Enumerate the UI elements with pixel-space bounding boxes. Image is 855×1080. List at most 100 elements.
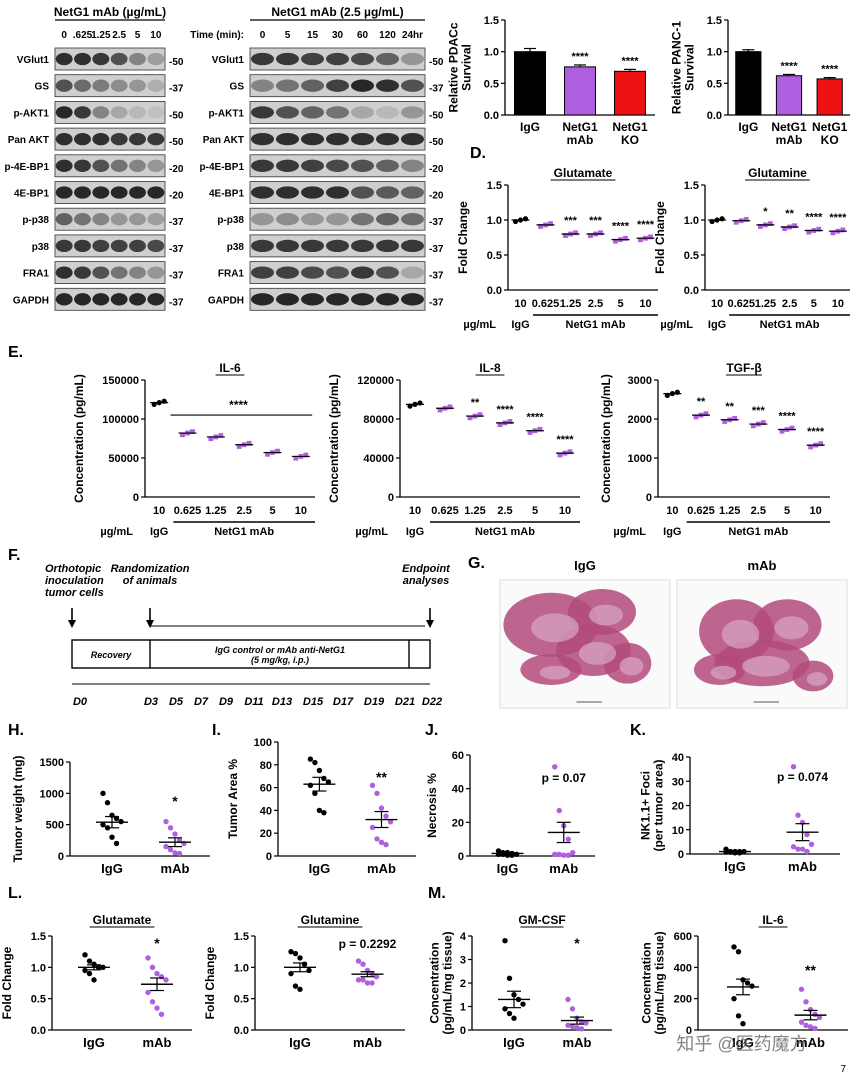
e_tgf-dose: 5 [784, 505, 790, 517]
timeline-treatment: IgG control or mAb anti-NetG1 (5 mg/kg, i… [215, 645, 345, 665]
l_glu-point [154, 1005, 160, 1011]
blot2-lane-label: 60 [357, 30, 369, 41]
timeline-top-label: Orthotopic inoculation tumor cells [45, 563, 104, 599]
d_gln-dose: 10 [711, 298, 723, 310]
m_gm-point [583, 1020, 589, 1026]
blot1-mw-label: -37 [169, 244, 184, 255]
blot2-band [301, 266, 324, 279]
m_gm-point [502, 1006, 508, 1012]
k-ytick-label: 30 [672, 776, 684, 788]
i-ytick-label: 20 [260, 828, 272, 840]
blot1-band [55, 239, 73, 253]
k-category: IgG [724, 859, 746, 874]
d_gln-point [792, 223, 797, 229]
k-panel-letter: K. [630, 722, 646, 739]
i-point [307, 782, 314, 789]
blot2-band [351, 79, 374, 92]
timeline-day: D0 [73, 696, 88, 708]
blot2-lane-label: 5 [285, 30, 291, 41]
m_gm-point [511, 1015, 517, 1021]
blot2-band [276, 186, 299, 199]
e_il6-unit: µg/mL [100, 526, 133, 538]
m_il6-point [816, 1014, 823, 1021]
m_il6-point [798, 986, 805, 992]
m_gm-ylabel: Concentration(pg/mL/mg tissue) [427, 931, 454, 1034]
pdac-category: NetG1 KO [612, 120, 648, 147]
m_il6-title: IL-6 [762, 913, 784, 927]
blot2-band [326, 52, 349, 66]
blot1-row-label: GAPDH [13, 295, 49, 306]
e_tgf-dose: 2.5 [751, 505, 766, 517]
blot2-row-label: FRA1 [218, 269, 245, 280]
h-panel-letter: H. [8, 722, 24, 739]
blot1-header: NetG1 mAb (µg/mL) [54, 5, 166, 19]
blot1-band [92, 293, 110, 306]
blot2-band [351, 132, 374, 146]
blot2-band [301, 186, 324, 199]
l_glu-point [91, 977, 97, 983]
j-ytick-label: 20 [452, 817, 464, 829]
m_il6-point [740, 1021, 746, 1027]
blot2-band [351, 52, 374, 66]
d_gln-ctrl: IgG [708, 319, 726, 331]
e_il6-point [236, 444, 242, 449]
m_gm-ytick-label: 2 [460, 978, 466, 990]
d_gln-point [768, 221, 773, 227]
k-ytick-label: 0 [678, 849, 684, 861]
d_gln-point [806, 229, 812, 235]
h-category: mAb [161, 861, 190, 876]
blot1-row-label: p-4E-BP1 [5, 162, 50, 173]
timeline-day: D17 [333, 696, 354, 708]
i-point [378, 839, 385, 846]
blot1-band [147, 52, 165, 66]
h-ytick-label: 1500 [40, 757, 64, 769]
d_gln-point [830, 230, 836, 236]
blot2-mw-label: -37 [429, 217, 444, 228]
blot2-band [376, 186, 399, 199]
blot1-band [92, 132, 110, 146]
l_glu-point [86, 970, 93, 977]
i-panel-letter: I. [212, 722, 221, 739]
blot1-band [110, 52, 128, 66]
e_tgf-star: **** [778, 411, 796, 423]
blot1-band [74, 132, 91, 146]
e_tgf-title: TGF-β [726, 361, 761, 375]
blot1-band [147, 293, 165, 306]
l_gln-point [292, 983, 299, 989]
l_glu-title: Glutamate [93, 913, 152, 927]
blot2-band [301, 132, 324, 146]
blot1-band [55, 106, 73, 119]
l_glu-ylabel: Fold Change [0, 946, 14, 1019]
h-point [100, 790, 106, 797]
e_tgf-ytick-label: 1000 [628, 453, 652, 465]
blot1-band [92, 79, 110, 92]
l_glu-point [145, 955, 151, 961]
d_glu-star: *** [589, 215, 603, 227]
d_gln-dose: 5 [811, 298, 817, 310]
e_tgf-star: ** [697, 396, 706, 408]
i-point [316, 807, 323, 814]
j-annotation: p = 0.07 [542, 771, 587, 785]
l_glu-panel-letter: L. [8, 885, 22, 902]
d_gln-star: ** [785, 208, 794, 220]
j-point [556, 807, 562, 814]
l_gln-point [292, 950, 299, 957]
blot1-band [92, 52, 110, 66]
m_gm-panel-letter: M. [428, 885, 446, 902]
d_glu-dose: 10 [639, 298, 651, 310]
blot2-band [326, 213, 349, 226]
blot1-row-label: Pan AKT [8, 135, 49, 146]
e_il6-point [180, 432, 185, 438]
d_gln-group-label: NetG1 mAb [760, 319, 820, 331]
i-category: IgG [309, 861, 331, 876]
j-ytick-label: 40 [452, 784, 464, 796]
e_il8-point [437, 407, 443, 413]
i-point [374, 836, 380, 842]
blot2-lane-label: 24hr [402, 30, 423, 41]
l_gln-point [301, 961, 308, 967]
timeline-day: D15 [303, 696, 324, 708]
e_tgf-star: ** [725, 401, 734, 413]
blot2-band [401, 266, 424, 279]
blot1-band [129, 293, 146, 306]
blot2-band [401, 213, 424, 226]
